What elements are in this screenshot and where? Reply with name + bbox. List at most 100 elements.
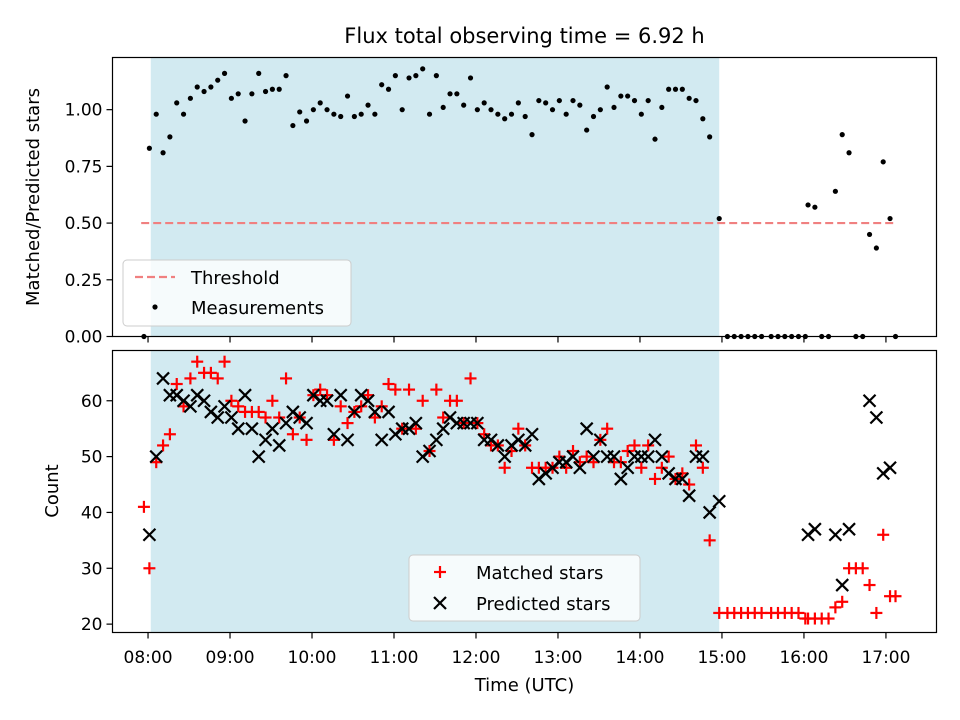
matched-star-point: [430, 383, 443, 396]
measurement-point: [249, 91, 255, 97]
matched-legend-swatch: [434, 566, 446, 578]
measurement-point: [625, 93, 631, 99]
measurement-point: [597, 107, 603, 113]
predicted-star-point: [579, 421, 594, 436]
x-tick-label: 13:00: [533, 648, 582, 668]
predicted-star-point: [142, 527, 157, 542]
bottom-y-axis-ticks: 20 30 40 50 60: [81, 392, 113, 635]
matched-star-point: [683, 478, 696, 491]
measurement-point: [604, 84, 610, 90]
predicted-star-point: [869, 410, 884, 425]
measurement-point: [686, 95, 692, 101]
measurement-point: [805, 202, 811, 208]
measurement-point: [536, 97, 542, 104]
matched-star-point: [601, 422, 614, 435]
matched-star-point: [218, 355, 231, 368]
matched-star-point: [327, 433, 340, 446]
measurement-point: [317, 100, 323, 106]
predicted-star-point: [586, 449, 601, 464]
matched-star-point: [314, 383, 327, 396]
x-tick-label: 10:00: [288, 648, 337, 668]
predicted-star-point: [183, 399, 198, 414]
bottom-x-axis-ticks: 08:00 09:00 10:00 11:00 12:00 13:00 14:00 15:00…: [124, 632, 910, 668]
matched-star-point: [211, 372, 224, 385]
measurement-point: [406, 75, 412, 81]
measurement-point: [812, 204, 818, 210]
matched-star-point: [137, 500, 150, 513]
predicted-star-point: [245, 421, 259, 436]
measurement-point: [174, 100, 180, 106]
top-panel: Flux total observing time = 6.92 h 0.000…: [23, 24, 938, 348]
predicted-star-point: [217, 399, 232, 414]
matched-star-point: [163, 428, 176, 441]
matched-star-point: [856, 562, 869, 575]
measurement-point: [563, 111, 569, 117]
measurement-point: [385, 86, 392, 92]
top-chart-title: Flux total observing time = 6.92 h: [344, 24, 704, 48]
matched-star-point: [409, 422, 422, 435]
matched-star-point: [696, 461, 709, 474]
predicted-star-point: [251, 449, 266, 464]
matched-star-point: [621, 445, 634, 458]
measurement-point: [242, 118, 248, 124]
predicted-star-point: [862, 393, 877, 408]
matched-star-point: [389, 383, 402, 396]
predicted-star-point: [566, 449, 580, 464]
x-tick-label: 08:00: [124, 648, 173, 668]
matched-star-point: [177, 400, 190, 413]
matched-star-point: [464, 372, 477, 385]
measurement-point: [297, 109, 303, 115]
predicted-star-point: [525, 427, 539, 442]
measurement-point: [146, 145, 152, 151]
predicted-star-point: [696, 449, 710, 464]
measurement-point: [584, 127, 590, 133]
measurement-point: [303, 118, 310, 124]
predicted-star-point: [299, 416, 314, 430]
predicted-star-point: [340, 433, 355, 447]
x-tick-label: 16:00: [779, 648, 828, 668]
matched-star-point: [191, 355, 204, 368]
measurement-point: [310, 107, 316, 113]
matched-star-point: [150, 456, 163, 469]
measurement-point: [652, 136, 658, 142]
matched-star-point: [416, 394, 429, 407]
measurement-point: [700, 116, 706, 122]
measurement-point: [447, 91, 453, 97]
bottom-y-axis-label: Count: [42, 464, 63, 517]
predicted-star-point: [641, 449, 655, 464]
predicted-legend-label: Predicted stars: [476, 594, 610, 615]
matched-star-point: [266, 394, 279, 407]
top-x-axis-ticks: [147, 336, 887, 343]
measurement-point: [488, 107, 494, 113]
matched-star-point: [252, 405, 265, 418]
measurement-point: [372, 111, 378, 117]
bottom-y-tick-label: 30: [81, 559, 103, 579]
top-measurement-points: [141, 66, 899, 340]
measurement-point: [440, 104, 446, 111]
measurement-point: [235, 91, 241, 97]
matched-star-point: [478, 428, 491, 441]
measurement-point: [221, 70, 228, 76]
x-tick-label: 14:00: [615, 648, 664, 668]
measurement-point: [331, 111, 337, 117]
predicted-star-point: [828, 527, 843, 542]
matched-star-point: [368, 411, 381, 424]
matched-star-point: [498, 461, 511, 474]
matched-star-point: [286, 428, 299, 441]
matched-star-point: [649, 472, 662, 485]
matched-star-point: [375, 400, 388, 413]
predicted-star-point: [593, 433, 608, 447]
top-legend: Threshold Measurements: [122, 259, 352, 327]
predicted-star-point: [231, 421, 245, 436]
matched-star-point: [553, 450, 566, 463]
predicted-star-point: [675, 472, 690, 486]
matched-star-point: [560, 461, 573, 474]
measurement-point: [611, 104, 617, 111]
measurement-point: [846, 150, 852, 156]
top-y-axis-label: Matched/Predicted stars: [23, 88, 44, 306]
predicted-star-point: [429, 433, 444, 447]
measurement-point: [180, 111, 187, 117]
bottom-data-points: [137, 355, 902, 625]
matched-star-point: [450, 394, 463, 407]
matched-star-point: [642, 439, 655, 452]
